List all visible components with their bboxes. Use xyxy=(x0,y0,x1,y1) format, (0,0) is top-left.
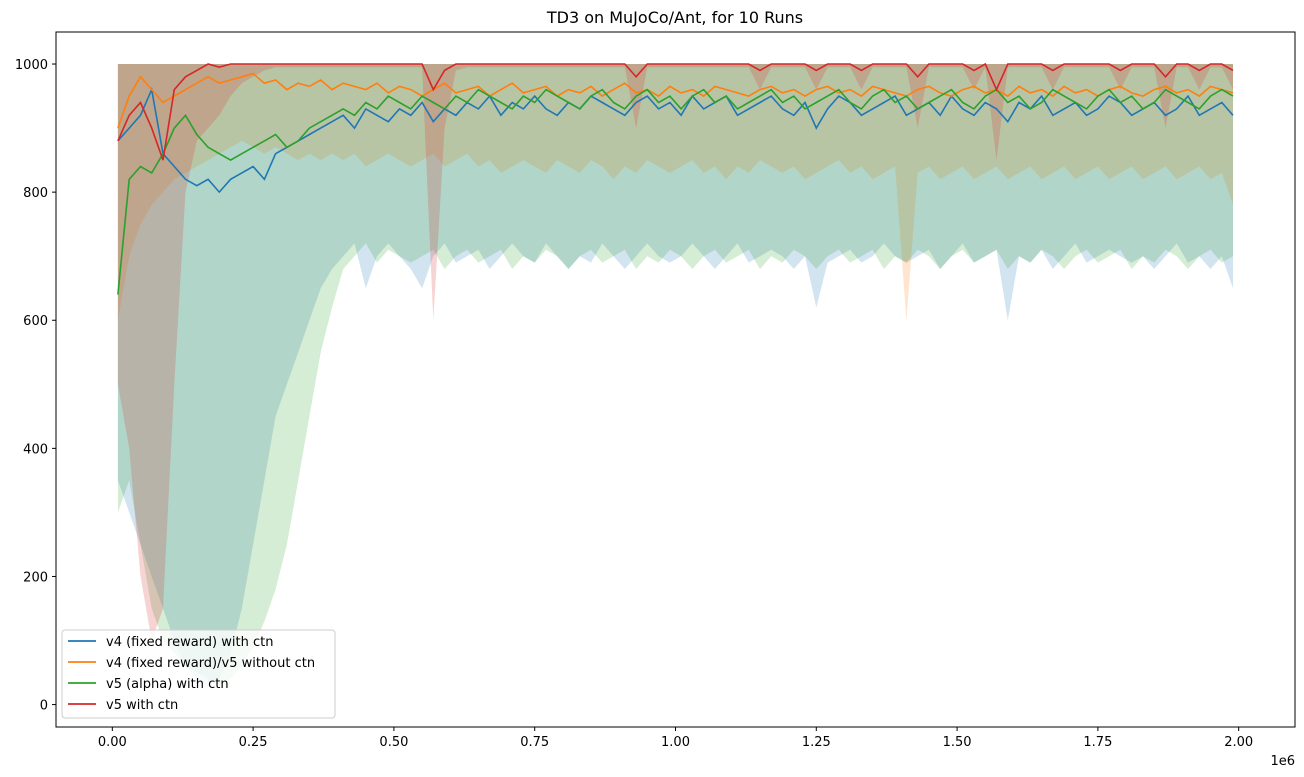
y-tick-label: 400 xyxy=(23,442,48,457)
legend-label-0: v4 (fixed reward) with ctn xyxy=(106,635,273,650)
legend-label-1: v4 (fixed reward)/v5 without ctn xyxy=(106,656,315,671)
x-tick-label: 1.75 xyxy=(1083,735,1112,750)
legend-box xyxy=(61,629,336,719)
y-tick-label: 0 xyxy=(40,699,48,714)
x-tick-label: 0.00 xyxy=(98,735,127,750)
legend-label-2: v5 (alpha) with ctn xyxy=(106,677,229,692)
series-lines xyxy=(117,62,1234,295)
y-axis: 0 200 400 600 800 1000 xyxy=(15,58,56,714)
chart-title: TD3 on MuJoCo/Ant, for 10 Runs xyxy=(546,8,803,27)
y-tick-label: 1000 xyxy=(15,58,48,73)
band-series-2 xyxy=(117,64,1233,686)
y-tick-label: 200 xyxy=(23,570,48,585)
x-tick-label: 2.00 xyxy=(1224,735,1253,750)
line-series-2 xyxy=(117,88,1234,295)
line-series-1 xyxy=(117,72,1234,129)
y-tick-label: 800 xyxy=(23,186,48,201)
band-series-0 xyxy=(117,64,1233,686)
confidence-bands xyxy=(117,64,1233,686)
legend-label-3: v5 with ctn xyxy=(106,698,178,713)
band-series-1 xyxy=(117,64,1233,321)
x-axis-offset-label: 1e6 xyxy=(1270,754,1295,769)
legend: v4 (fixed reward) with ctn v4 (fixed rewa… xyxy=(61,629,336,719)
x-axis: 0.00 0.25 0.50 0.75 1.00 1.25 1.50 1.75 2.00 xyxy=(98,727,1253,750)
x-tick-label: 1.50 xyxy=(943,735,972,750)
x-tick-label: 1.00 xyxy=(661,735,690,750)
line-series-3 xyxy=(117,62,1234,161)
x-tick-label: 0.75 xyxy=(520,735,549,750)
y-tick-label: 600 xyxy=(23,314,48,329)
x-tick-label: 0.25 xyxy=(239,735,268,750)
x-tick-label: 0.50 xyxy=(379,735,408,750)
x-tick-label: 1.25 xyxy=(802,735,831,750)
line-series-0 xyxy=(117,86,1234,194)
